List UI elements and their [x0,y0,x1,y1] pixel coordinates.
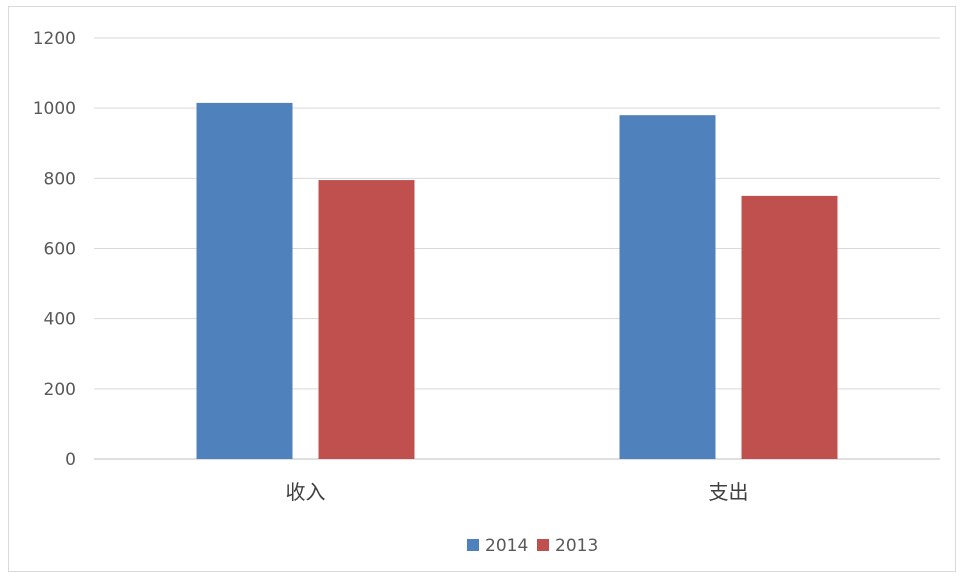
y-tick-label: 1200 [33,29,76,49]
y-tick-label: 400 [44,310,76,330]
y-tick-label: 800 [44,169,76,189]
y-tick-label: 600 [44,240,76,260]
legend-swatch-2013 [537,539,549,551]
y-tick-label: 200 [44,380,76,400]
bar-2014-1 [619,115,716,459]
y-tick-label: 0 [65,450,76,470]
legend-label: 2014 [485,536,528,556]
x-tick-label: 支出 [709,480,749,504]
legend-label: 2013 [555,536,598,556]
x-tick-label: 收入 [286,480,326,504]
bars [196,102,838,459]
bar-2014-0 [196,102,293,459]
legend: 2014 2013 [467,536,598,556]
bar-2013-0 [318,180,415,459]
x-axis-ticks: 收入 支出 [286,480,749,504]
y-axis-ticks: 0 200 400 600 800 1000 1200 [33,29,76,470]
legend-swatch-2014 [467,539,479,551]
bar-2013-1 [741,195,838,459]
y-tick-label: 1000 [33,99,76,119]
